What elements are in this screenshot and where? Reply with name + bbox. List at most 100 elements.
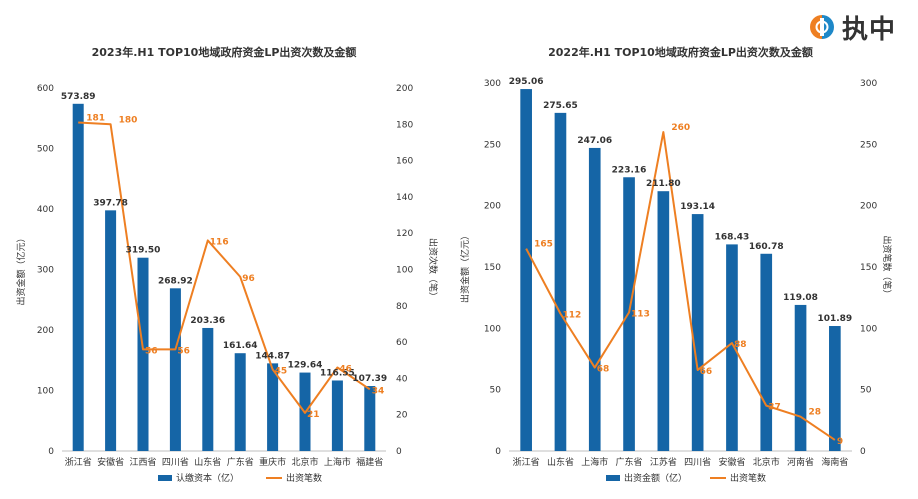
x-tick-label: 广东省 bbox=[616, 456, 643, 468]
bar-value-label: 116.55 bbox=[320, 368, 355, 378]
y-right-tick-label: 20 bbox=[396, 411, 408, 421]
line-value-label: 34 bbox=[372, 386, 385, 396]
bar-安徽省 bbox=[105, 210, 117, 451]
y-left-tick-label: 200 bbox=[484, 202, 501, 212]
bar-河南省 bbox=[794, 304, 807, 451]
y-left-tick-label: 600 bbox=[37, 84, 54, 94]
y-right-tick-label: 250 bbox=[860, 140, 877, 150]
bar-北京市 bbox=[760, 253, 773, 451]
y-left-tick-label: 100 bbox=[484, 324, 501, 334]
line-value-label: 28 bbox=[809, 408, 822, 418]
line-value-label: 260 bbox=[671, 123, 690, 133]
line-value-label: 37 bbox=[768, 403, 781, 413]
y-left-tick-label: 0 bbox=[48, 447, 54, 457]
line-value-label: 66 bbox=[700, 367, 713, 377]
x-tick-label: 上海市 bbox=[581, 456, 608, 468]
bar-重庆市 bbox=[267, 363, 279, 451]
x-tick-label: 浙江省 bbox=[513, 456, 540, 468]
chart-title: 2022年.H1 TOP10地域政府资金LP出资次数及金额 bbox=[548, 45, 813, 59]
y-right-tick-label: 50 bbox=[860, 386, 872, 396]
y-left-tick-label: 150 bbox=[484, 263, 501, 273]
y-right-tick-label: 140 bbox=[396, 193, 413, 203]
legend-label-bar: 认缴资本（亿） bbox=[176, 472, 239, 484]
line-value-label: 56 bbox=[177, 346, 190, 356]
chart-legend: 认缴资本（亿） 出资笔数 bbox=[158, 472, 322, 484]
y-left-tick-label: 300 bbox=[484, 79, 501, 89]
brand-logo: 执中 bbox=[808, 12, 896, 45]
x-tick-label: 安徽省 bbox=[718, 456, 745, 468]
y-right-tick-label: 200 bbox=[860, 202, 877, 212]
bar-value-label: 119.08 bbox=[783, 293, 818, 303]
legend-label-line: 出资笔数 bbox=[286, 472, 322, 484]
x-tick-label: 北京市 bbox=[291, 456, 318, 468]
y-right-tick-label: 300 bbox=[860, 79, 877, 89]
y-right-tick-label: 100 bbox=[396, 266, 413, 276]
bar-上海市 bbox=[331, 380, 343, 451]
bar-value-label: 161.64 bbox=[223, 341, 258, 351]
legend-swatch-bar bbox=[606, 475, 620, 481]
x-tick-label: 河南省 bbox=[787, 456, 814, 468]
y-left-tick-label: 0 bbox=[495, 447, 501, 457]
bar-value-label: 160.78 bbox=[749, 242, 784, 252]
y-right-tick-label: 0 bbox=[860, 447, 866, 457]
line-value-label: 21 bbox=[307, 410, 320, 420]
y-left-tick-label: 200 bbox=[37, 326, 54, 336]
y-right-tick-label: 0 bbox=[396, 447, 402, 457]
y-left-tick-label: 300 bbox=[37, 266, 54, 276]
bar-广东省 bbox=[234, 353, 246, 451]
bar-value-label: 397.78 bbox=[93, 198, 128, 208]
legend-label-bar: 出资金额（亿） bbox=[624, 472, 687, 484]
x-tick-label: 上海市 bbox=[324, 456, 351, 468]
y-right-tick-label: 100 bbox=[860, 324, 877, 334]
y-right-tick-label: 120 bbox=[396, 229, 413, 239]
bar-value-label: 275.65 bbox=[543, 101, 578, 111]
line-series-出资笔数 bbox=[525, 131, 836, 441]
y-right-tick-label: 40 bbox=[396, 374, 408, 384]
y-right-axis-title: 出资次数（笔） bbox=[427, 238, 439, 301]
line-value-label: 46 bbox=[339, 365, 352, 375]
bar-value-label: 319.50 bbox=[126, 246, 161, 256]
bar-value-label: 268.92 bbox=[158, 276, 193, 286]
x-tick-label: 山东省 bbox=[194, 456, 221, 468]
chart-panel-1: 2023年.H1 TOP10地域政府资金LP出资次数及金额01002003004… bbox=[15, 45, 439, 484]
chart-title: 2023年.H1 TOP10地域政府资金LP出资次数及金额 bbox=[92, 45, 357, 59]
bar-四川省 bbox=[691, 214, 704, 451]
x-tick-label: 重庆市 bbox=[259, 456, 286, 468]
bar-value-label: 203.36 bbox=[190, 316, 225, 326]
logo-text: 执中 bbox=[841, 14, 896, 45]
line-value-label: 181 bbox=[86, 113, 105, 123]
line-value-label: 165 bbox=[534, 240, 553, 250]
bar-value-label: 211.80 bbox=[646, 179, 681, 189]
bar-value-label: 129.64 bbox=[288, 361, 323, 371]
bar-山东省 bbox=[202, 327, 214, 451]
bar-江西省 bbox=[137, 257, 149, 451]
bar-上海市 bbox=[588, 147, 601, 451]
bar-value-label: 193.14 bbox=[680, 202, 715, 212]
line-value-label: 116 bbox=[210, 237, 229, 247]
x-tick-label: 北京市 bbox=[753, 456, 780, 468]
x-tick-label: 广东省 bbox=[227, 456, 254, 468]
chart-panel-2: 2022年.H1 TOP10地域政府资金LP出资次数及金额 0 50 100 150 20… bbox=[459, 45, 893, 484]
line-value-label: 68 bbox=[597, 365, 610, 375]
bar-value-label: 101.89 bbox=[817, 314, 852, 324]
x-tick-label: 山东省 bbox=[547, 456, 574, 468]
line-value-label: 56 bbox=[145, 346, 158, 356]
x-tick-label: 四川省 bbox=[162, 456, 189, 468]
bar-海南省 bbox=[829, 326, 841, 451]
bar-value-label: 247.06 bbox=[577, 136, 612, 146]
line-series-出资笔数 bbox=[78, 121, 371, 414]
x-tick-label: 江苏省 bbox=[650, 456, 677, 468]
y-right-axis-title: 出资笔数（笔） bbox=[881, 235, 893, 298]
legend-swatch-bar bbox=[158, 475, 172, 481]
bar-四川省 bbox=[169, 288, 181, 451]
bar-value-label: 168.43 bbox=[715, 232, 750, 242]
bar-value-label: 107.39 bbox=[352, 374, 387, 384]
x-tick-label: 海南省 bbox=[821, 456, 848, 468]
x-tick-label: 四川省 bbox=[684, 456, 711, 468]
x-tick-label: 安徽省 bbox=[97, 456, 124, 468]
line-value-label: 112 bbox=[562, 311, 581, 321]
y-right-tick-label: 180 bbox=[396, 120, 413, 130]
chart-legend: 出资金额（亿） 出资笔数 bbox=[606, 472, 766, 484]
legend-label-line: 出资笔数 bbox=[730, 472, 766, 484]
line-value-label: 96 bbox=[242, 274, 255, 284]
